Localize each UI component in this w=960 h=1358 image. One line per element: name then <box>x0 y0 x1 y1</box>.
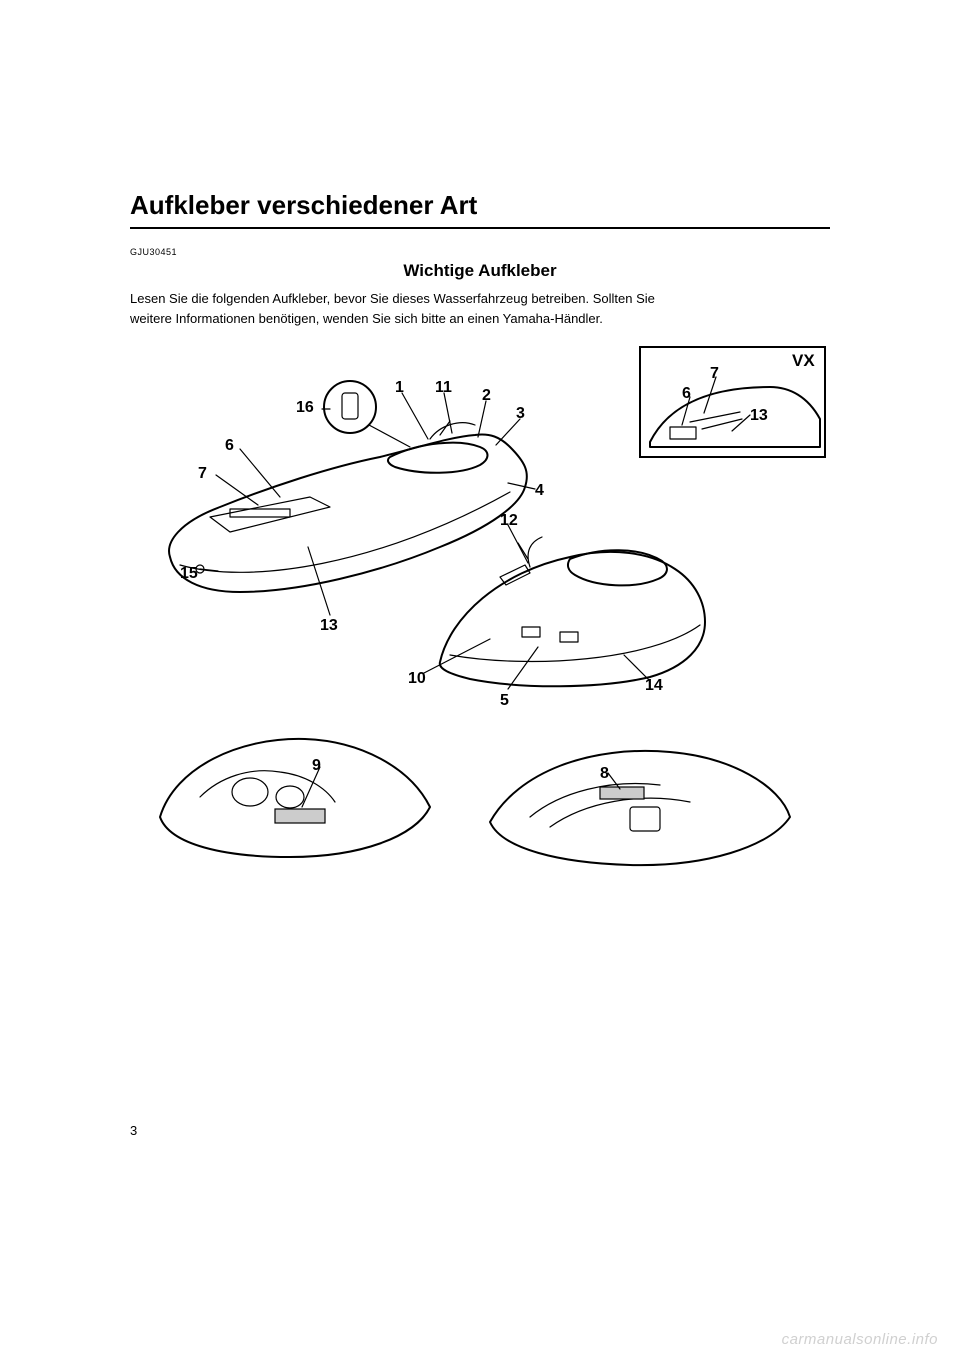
callout-7: 7 <box>198 465 207 483</box>
callout-4: 4 <box>535 482 544 500</box>
callout-13: 13 <box>320 617 338 635</box>
diagram-area: VX 1 11 2 3 16 6 7 4 12 15 13 10 5 14 9 … <box>130 347 830 917</box>
engine-detail-left <box>160 739 430 857</box>
callout-9: 9 <box>312 757 321 775</box>
section-subtitle: Wichtige Aufkleber <box>130 261 830 281</box>
callout-16: 16 <box>296 399 314 417</box>
inset-callout-13: 13 <box>750 407 768 425</box>
engine-detail-right <box>490 751 790 865</box>
callout-15: 15 <box>180 565 198 583</box>
page-title: Aufkleber verschiedener Art <box>130 190 830 229</box>
diagram-svg <box>130 347 830 917</box>
callout-3: 3 <box>516 405 525 423</box>
callout-14: 14 <box>645 677 663 695</box>
watercraft-side-view <box>424 525 705 689</box>
callout-2: 2 <box>482 387 491 405</box>
callout-8: 8 <box>600 765 609 783</box>
callout-12: 12 <box>500 512 518 530</box>
body-line: weitere Informationen benötigen, wenden … <box>130 311 603 326</box>
callout-6: 6 <box>225 437 234 455</box>
callout-10: 10 <box>408 670 426 688</box>
callout-5: 5 <box>500 692 509 710</box>
reference-code: GJU30451 <box>130 247 830 257</box>
page-number: 3 <box>130 1123 137 1138</box>
watermark: carmanualsonline.info <box>782 1331 938 1348</box>
inset-label: VX <box>792 351 815 371</box>
body-line: Lesen Sie die folgenden Aufkleber, bevor… <box>130 291 655 306</box>
body-text: Lesen Sie die folgenden Aufkleber, bevor… <box>130 289 830 329</box>
callout-11: 11 <box>435 379 452 397</box>
inset-callout-7: 7 <box>710 365 719 383</box>
inset-callout-6: 6 <box>682 385 691 403</box>
callout-1: 1 <box>395 379 404 397</box>
watercraft-front-view <box>169 381 535 615</box>
manual-page: Aufkleber verschiedener Art GJU30451 Wic… <box>0 0 960 1358</box>
